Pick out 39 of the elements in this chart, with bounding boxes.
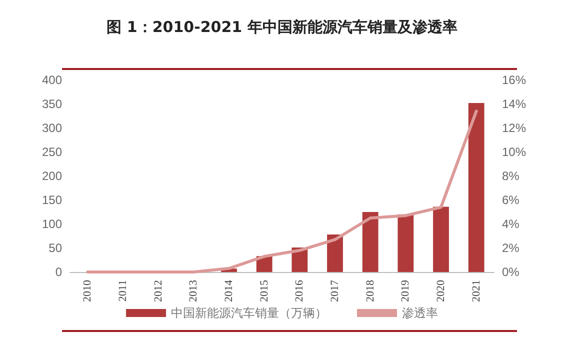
y2-tick-label: 10%: [502, 145, 526, 159]
y2-tick-label: 8%: [502, 169, 520, 183]
bar: [433, 206, 449, 272]
y2-tick-label: 0%: [502, 265, 520, 279]
y2-tick-label: 2%: [502, 241, 520, 255]
line-series: [86, 110, 478, 274]
x-tick-label: 2014: [223, 280, 235, 302]
y-tick-label: 0: [55, 265, 62, 279]
y2-tick-label: 12%: [502, 121, 526, 135]
x-tick-label: 2019: [400, 280, 412, 302]
x-tick-label: 2010: [82, 280, 94, 302]
y-tick-label: 400: [42, 73, 62, 87]
x-tick-label: 2021: [470, 280, 482, 302]
x-tick-label: 2017: [329, 280, 341, 302]
y-tick-label: 250: [42, 145, 62, 159]
x-tick-label: 2013: [188, 280, 200, 302]
y-tick-label: 200: [42, 169, 62, 183]
y-tick-label: 100: [42, 217, 62, 231]
x-tick-label: 2015: [258, 280, 270, 302]
y-tick-label: 50: [48, 241, 62, 255]
bar: [327, 234, 343, 272]
x-tick-label: 2016: [294, 280, 306, 302]
y-tick-label: 350: [42, 97, 62, 111]
x-tick-label: 2020: [435, 280, 447, 302]
legend-label: 中国新能源汽车销量（万辆）: [171, 306, 327, 320]
y2-tick-label: 4%: [502, 217, 520, 231]
y2-tick-label: 6%: [502, 193, 520, 207]
y-tick-label: 300: [42, 121, 62, 135]
x-tick-label: 2011: [117, 280, 129, 302]
y-tick-label: 150: [42, 193, 62, 207]
y2-tick-label: 16%: [502, 73, 526, 87]
legend-label: 渗透率: [402, 306, 438, 320]
bar: [362, 212, 378, 272]
y2-tick-label: 14%: [502, 97, 526, 111]
chart-title: 图 1：2010-2021 年中国新能源汽车销量及渗透率: [106, 18, 458, 37]
x-tick-label: 2012: [152, 280, 164, 302]
x-tick-label: 2018: [364, 280, 376, 302]
bar: [398, 214, 414, 272]
bar: [468, 103, 484, 272]
